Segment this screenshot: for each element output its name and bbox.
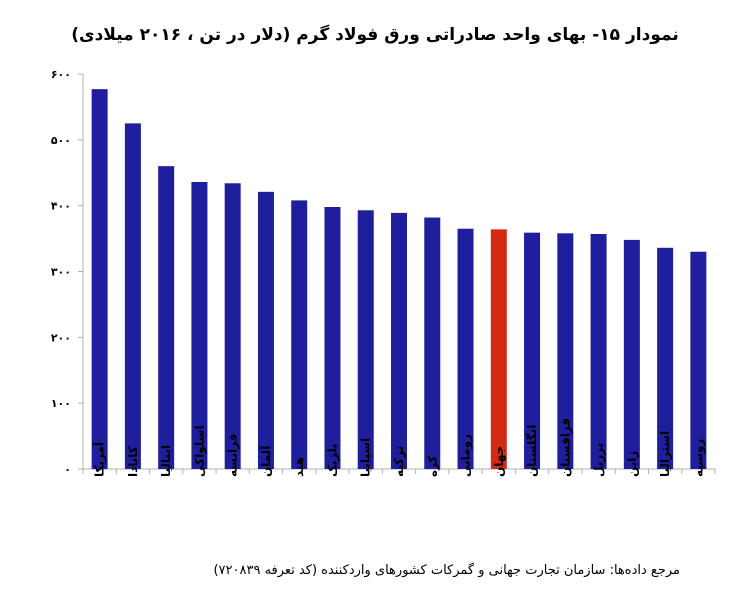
category-label: فرانسه [226, 434, 240, 477]
bar [557, 233, 574, 469]
bar [224, 183, 241, 470]
category-label: اسلواکی [192, 425, 207, 477]
bar [424, 217, 441, 469]
bar [623, 239, 640, 469]
x-axis-labels: آمریکا کانادا ایتالیا اسلواکی فرانسه آلمان هند… [82, 418, 716, 477]
category-label: بلژیک [325, 443, 339, 477]
bar [291, 200, 308, 469]
category-label: برزیل [592, 443, 606, 477]
y-axis: ۰ ۱۰۰ ۲۰۰ ۳۰۰ ۴۰۰ ۵۰۰ ۶۰۰ [51, 68, 715, 476]
category-label: کانادا [126, 446, 140, 477]
bar [357, 210, 374, 469]
category-label: آمریکا [92, 441, 107, 477]
bar [257, 191, 274, 469]
bar [191, 181, 208, 469]
y-tick-label: ۵۰۰ [51, 134, 71, 147]
category-label: ژاپن [625, 451, 639, 477]
category-label: انگلستان [525, 425, 539, 477]
category-label: روسیه [691, 439, 706, 477]
category-label: جهان [492, 446, 506, 477]
y-tick-label: ۳۰۰ [51, 266, 71, 279]
bar [391, 212, 407, 470]
bar [657, 247, 674, 469]
y-tick-label: ۴۰۰ [51, 200, 71, 213]
chart-title: نمودار ۱۵- بهای واحد صادراتی ورق فولاد گ… [71, 24, 679, 45]
category-label: رومانی [459, 434, 474, 477]
source-note: مرجع داده‌ها: سازمان تجارت جهانی و گمرکا… [213, 562, 680, 578]
bar [590, 233, 607, 469]
category-label: آلمان [258, 445, 273, 477]
y-tick-label: ۶۰۰ [51, 68, 71, 81]
bar [124, 123, 141, 469]
category-label: ایتالیا [159, 445, 173, 477]
category-label: استرالیا [658, 431, 672, 477]
bar [690, 251, 707, 469]
category-label: کره [425, 455, 439, 477]
category-label: اسپانیا [359, 438, 373, 477]
category-label: ترکیه [392, 446, 406, 477]
y-tick-label: ۱۰۰ [51, 397, 71, 410]
bar [91, 89, 108, 470]
category-label: قزاقستان [558, 418, 572, 477]
bar [457, 228, 474, 469]
bar [524, 232, 541, 469]
bar [324, 206, 341, 469]
y-tick-label: ۰ [64, 463, 71, 476]
bar [158, 166, 175, 469]
bar [490, 229, 507, 469]
category-label: هند [292, 457, 306, 477]
bars [91, 89, 707, 470]
y-tick-label: ۲۰۰ [51, 331, 71, 344]
